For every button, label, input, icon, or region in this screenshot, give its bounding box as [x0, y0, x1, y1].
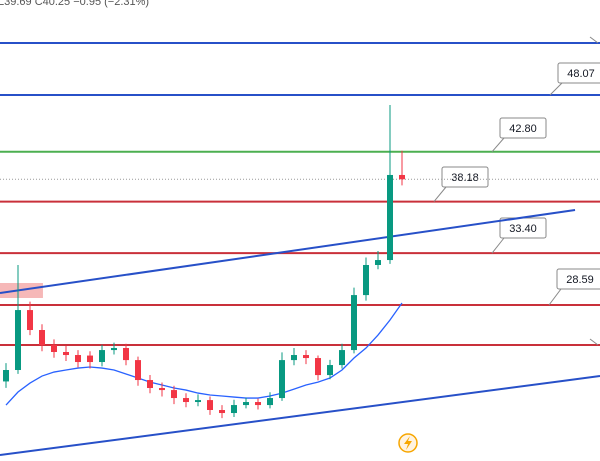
candle-body: [339, 350, 345, 366]
candle-body: [303, 355, 309, 359]
candle-body: [243, 402, 249, 406]
callout-box: [556, 268, 600, 290]
level-label: 38.18: [451, 172, 479, 184]
trendline: [0, 209, 576, 295]
callout-arrow: [491, 137, 505, 153]
level-label: 28.59: [566, 274, 594, 286]
candle-body: [315, 358, 321, 376]
level-label: 33.40: [509, 223, 537, 235]
candle-body: [291, 355, 297, 361]
candle-body: [195, 400, 201, 403]
candle-body: [219, 410, 225, 414]
candle-body: [3, 370, 9, 382]
candle-body: [375, 260, 381, 265]
candle-body: [387, 174, 393, 261]
candle-body: [87, 355, 93, 363]
candle-body: [279, 360, 285, 399]
candle-body: [111, 348, 117, 351]
moving-average: [5, 302, 403, 406]
candle-body: [15, 310, 21, 371]
trendline: [0, 375, 600, 457]
candle-body: [363, 264, 369, 296]
candle-body: [351, 295, 357, 351]
candle-body: [51, 344, 57, 353]
candle-body: [99, 350, 105, 363]
callout-arrow: [548, 288, 562, 306]
candle-body: [39, 330, 45, 345]
candle-body: [75, 355, 81, 363]
candle-body: [63, 352, 69, 356]
level-label: 48.07: [567, 68, 595, 80]
candle-body: [159, 388, 165, 391]
candle-body: [171, 390, 177, 399]
callout-arrow: [433, 186, 447, 202]
candle-body: [267, 398, 273, 406]
flash-icon: [398, 433, 418, 453]
candle-body: [255, 402, 261, 406]
candle-body: [327, 365, 333, 376]
candle-body: [135, 360, 141, 381]
candle-body: [207, 400, 213, 411]
callout-arrow: [549, 82, 563, 96]
candle-body: [183, 398, 189, 403]
candle-body: [147, 380, 153, 389]
level-label: 42.80: [509, 123, 537, 135]
callout-arrow: [589, 338, 599, 346]
candle-body: [399, 174, 405, 180]
callout-box: [557, 62, 600, 84]
callout-arrow: [491, 237, 505, 254]
candle-body: [123, 348, 129, 361]
candle-body: [27, 310, 33, 331]
callout-box: [441, 166, 489, 188]
candle-body: [231, 405, 237, 414]
header: L39.69 C40.25 −0.95 (−2.31%): [0, 0, 149, 8]
callout-box: [499, 117, 547, 139]
callout-arrow: [589, 36, 599, 44]
